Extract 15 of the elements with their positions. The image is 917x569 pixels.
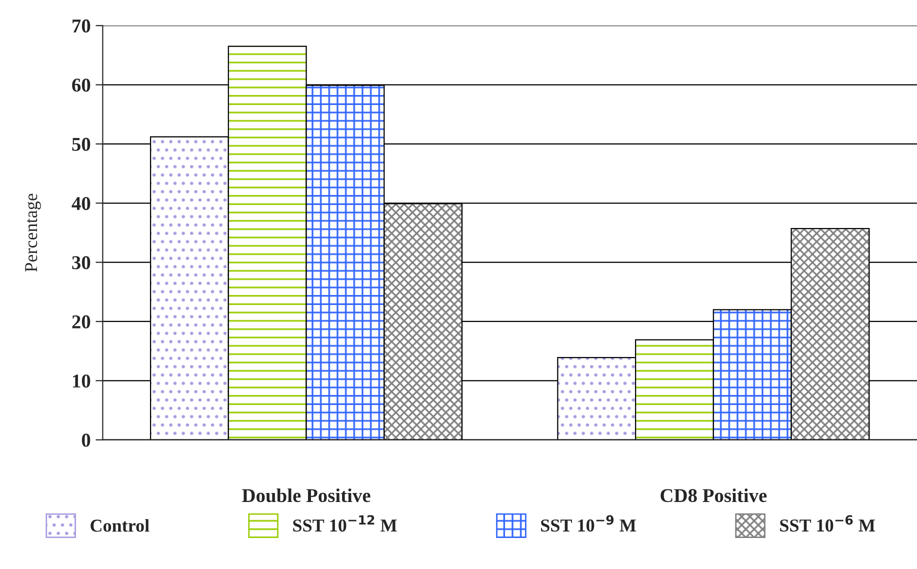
legend-label: SST 10$^{−6}$ M	[780, 515, 875, 532]
y-tick-label: 0	[82, 434, 90, 447]
legend-label: Control	[90, 519, 150, 532]
legend-label: SST 10$^{−12}$ M	[293, 515, 397, 532]
y-axis-title: Percentage	[25, 194, 41, 272]
y-tick-label: 30	[72, 256, 90, 270]
y-tick-label: 60	[72, 78, 90, 92]
legend-label: SST 10$^{−9}$ M	[541, 515, 636, 532]
y-tick-label: 10	[73, 374, 90, 388]
y-tick-label: 50	[72, 138, 90, 151]
x-tick-label: CD8 Positive	[660, 488, 767, 502]
y-tick-label: 70	[72, 19, 90, 33]
x-tick-label: Double Positive	[242, 488, 370, 502]
y-tick-label: 40	[72, 196, 90, 210]
y-tick-label: 20	[72, 315, 90, 328]
